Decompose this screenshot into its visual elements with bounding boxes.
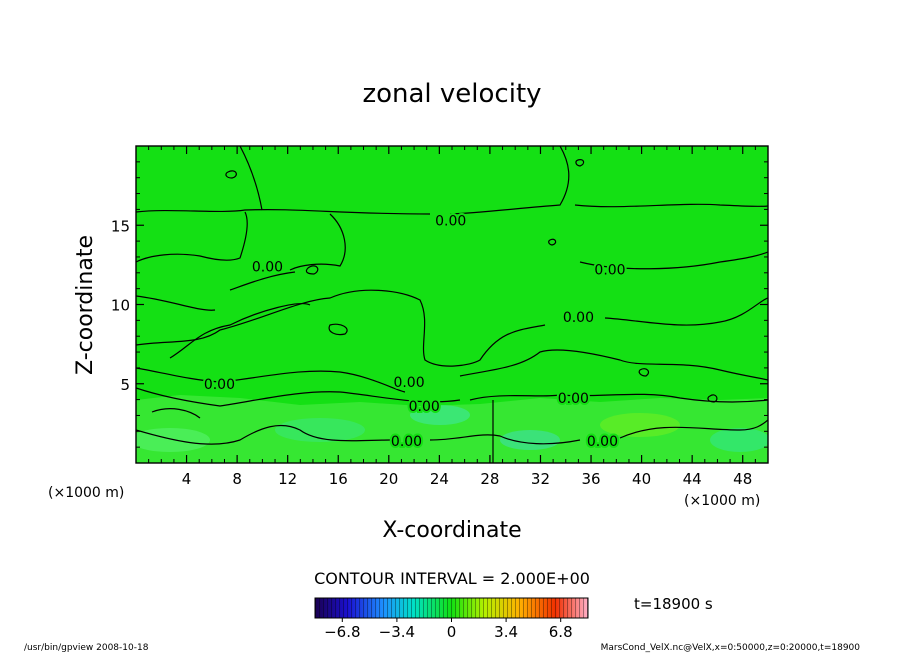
- x-tick-label: 28: [480, 470, 499, 488]
- x-tick-label: 8: [232, 470, 242, 488]
- plot-area: 0.000.00 0.000.000.00 0.000.00 0.000.00 0.00…: [111, 145, 769, 488]
- y-axis-unit: (×1000 m): [684, 493, 760, 509]
- y-tick-label: 5: [120, 376, 130, 394]
- contour-label: 0.00: [558, 391, 589, 407]
- colorbar-ticks: −6.8 −3.4 0 3.4 6.8: [324, 618, 573, 641]
- contour-label: 0.00: [204, 377, 235, 393]
- colorbar-stripes: [315, 598, 588, 618]
- x-tick-label: 20: [379, 470, 398, 488]
- x-tick-label: 40: [632, 470, 651, 488]
- contour-label: 0.00: [252, 259, 283, 275]
- contour-lines: [136, 146, 768, 463]
- contour-label: 0.00: [563, 310, 594, 326]
- x-axis-unit: (×1000 m): [48, 485, 124, 501]
- contour-label: 0.00: [409, 399, 440, 415]
- colorbar-tick-label: 0: [447, 623, 457, 641]
- colorbar-tick-label: 3.4: [494, 623, 518, 641]
- contour-label-layer: 0.00 0.00 0.00 0.00 0.00 0.00 0.00 0.00 0.00 0.00: [202, 211, 628, 451]
- contour-label: 0.00: [393, 375, 424, 391]
- y-axis-ticks: 5 10 15: [111, 161, 768, 448]
- x-tick-label: 4: [182, 470, 192, 488]
- contour-label: 0.00: [587, 434, 618, 450]
- y-tick-label: 10: [111, 297, 130, 315]
- y-tick-label: 15: [111, 217, 130, 235]
- chart-title: zonal velocity: [362, 79, 541, 109]
- x-axis-label: X-coordinate: [382, 518, 521, 543]
- footer-right: MarsCond_VelX.nc@VelX,x=0:50000,z=0:2000…: [601, 643, 861, 653]
- x-tick-label: 48: [733, 470, 752, 488]
- contour-interval-text: CONTOUR INTERVAL = 2.000E+00: [314, 569, 590, 588]
- x-axis-ticks: 4 8 12 16 20 24 28 32 36 40 44 48: [148, 146, 756, 488]
- footer-left: /usr/bin/gpview 2008-10-18: [24, 643, 149, 653]
- x-tick-label: 12: [278, 470, 297, 488]
- contour-label: 0.00: [594, 263, 625, 279]
- y-axis-label: Z-coordinate: [73, 235, 98, 375]
- x-tick-label: 36: [581, 470, 600, 488]
- time-label: t=18900 s: [634, 595, 713, 613]
- colorbar: −6.8 −3.4 0 3.4 6.8: [314, 597, 589, 641]
- colorbar-tick-label: −3.4: [379, 623, 415, 641]
- x-tick-label: 24: [430, 470, 449, 488]
- colorbar-tick-label: 6.8: [549, 623, 573, 641]
- x-tick-label: 32: [531, 470, 550, 488]
- x-tick-label: 16: [329, 470, 348, 488]
- field-shading: [136, 395, 768, 463]
- colorbar-tick-label: −6.8: [324, 623, 360, 641]
- contour-label: 0.00: [435, 213, 466, 229]
- x-tick-label: 44: [683, 470, 702, 488]
- contour-label: 0.00: [391, 434, 422, 450]
